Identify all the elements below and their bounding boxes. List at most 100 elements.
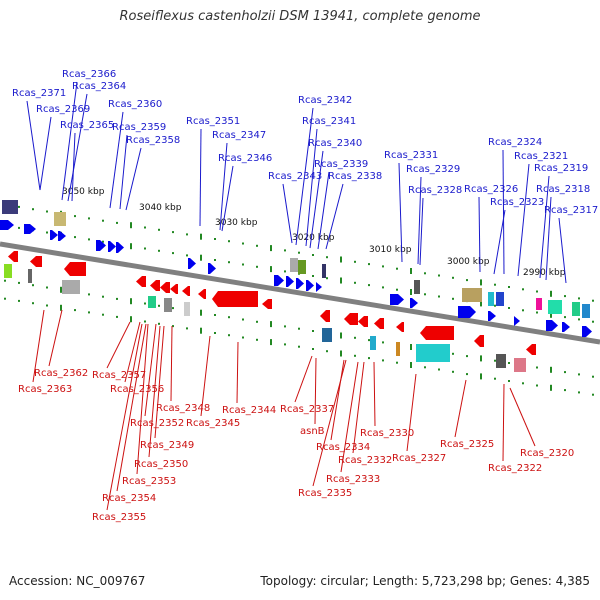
track-tick (424, 272, 426, 275)
track-tick (18, 281, 20, 284)
gene-label-bottom: Rcas_2357 (92, 370, 146, 381)
leader-line (295, 107, 314, 246)
track-tick (382, 359, 384, 362)
track-tick (578, 391, 580, 394)
leader-line (124, 321, 141, 383)
gene-block (396, 342, 400, 356)
leader-line (493, 209, 506, 275)
track-tick (144, 320, 146, 323)
leader-line (352, 361, 365, 454)
track-tick (102, 313, 104, 316)
track-tick (158, 249, 160, 252)
forward-gene (316, 282, 322, 292)
track-tick (326, 256, 328, 259)
track-tick (116, 221, 118, 224)
gene-label-bottom: Rcas_2355 (92, 512, 146, 523)
forward-gene (410, 298, 418, 308)
gene-label-bottom: asnB (300, 426, 325, 437)
track-tick (172, 325, 174, 328)
gene-label-bottom: Rcas_2353 (122, 476, 176, 487)
gene-label-top: Rcas_2371 (12, 88, 66, 99)
track-tick (382, 265, 384, 268)
ruler-label: 3010 kbp (369, 245, 412, 255)
gene-label-top: Rcas_2340 (308, 138, 362, 149)
gene-block (322, 264, 326, 278)
forward-gene (208, 263, 216, 274)
track-tick (508, 380, 510, 382)
reverse-gene (420, 326, 454, 340)
genome-backbone (0, 241, 600, 345)
gene-label-bottom: Rcas_2330 (360, 428, 414, 439)
leader-line (67, 93, 88, 202)
leader-line (32, 309, 45, 383)
gene-block (28, 269, 32, 283)
gene-label-bottom: Rcas_2363 (18, 384, 72, 395)
track-tick (46, 286, 48, 289)
reverse-gene (212, 291, 258, 307)
track-tick (592, 375, 594, 378)
track-tick (32, 208, 34, 211)
forward-gene (296, 278, 304, 289)
track-tick (326, 277, 328, 280)
track-tick (116, 297, 118, 300)
track-tick (88, 311, 90, 314)
accession-text: Accession: NC_009767 (9, 574, 146, 588)
forward-gene (50, 230, 58, 240)
leader-line (199, 128, 202, 227)
track-tick (46, 210, 48, 213)
leader-line (61, 81, 78, 201)
leader-line (517, 163, 530, 277)
leader-line (119, 134, 128, 210)
gene-label-top: Rcas_2338 (328, 171, 382, 182)
leader-line (48, 309, 63, 367)
ruler-label: 3000 kbp (447, 257, 490, 267)
gene-label-top: Rcas_2339 (314, 159, 368, 170)
leader-line (71, 132, 76, 202)
leader-line (106, 323, 143, 511)
leader-line (545, 196, 552, 281)
leader-line (398, 162, 403, 263)
track-tick (46, 304, 48, 307)
track-tick (522, 382, 524, 385)
track-tick (368, 357, 370, 360)
gene-label-top: Rcas_2360 (108, 99, 162, 110)
gene-label-bottom: Rcas_2325 (440, 439, 494, 450)
gene-block (54, 212, 66, 226)
forward-gene (546, 320, 558, 331)
track-tick (452, 276, 454, 279)
gene-block (290, 258, 298, 272)
gene-label-bottom: Rcas_2349 (140, 440, 194, 451)
track-tick (312, 254, 314, 256)
track-tick (214, 238, 216, 240)
track-tick (452, 370, 454, 373)
track-tick (284, 325, 286, 328)
track-tick (578, 318, 580, 321)
gene-label-bottom: Rcas_2344 (222, 405, 276, 416)
leader-lines (26, 81, 567, 511)
track-tick (382, 286, 384, 289)
ruler-label: 3030 kbp (215, 218, 258, 228)
leader-line (170, 325, 173, 402)
track-tick (368, 263, 370, 266)
gene-label-top: Rcas_2326 (464, 184, 518, 195)
track-tick (130, 298, 132, 305)
forward-gene (116, 242, 124, 253)
track-tick (172, 231, 174, 234)
track-tick (410, 362, 412, 368)
leader-line (154, 325, 165, 439)
gene-features (0, 200, 592, 372)
track-tick (508, 362, 510, 364)
leader-line (144, 323, 157, 417)
reverse-gene (344, 313, 358, 325)
track-tick (466, 355, 468, 358)
forward-gene (24, 224, 36, 234)
gene-label-top: Rcas_2329 (406, 164, 460, 175)
gene-block (370, 336, 376, 350)
gene-block (496, 292, 504, 306)
track-tick (494, 283, 496, 286)
track-tick (242, 336, 244, 339)
track-tick (102, 295, 104, 298)
gene-label-top: Rcas_2341 (302, 116, 356, 127)
